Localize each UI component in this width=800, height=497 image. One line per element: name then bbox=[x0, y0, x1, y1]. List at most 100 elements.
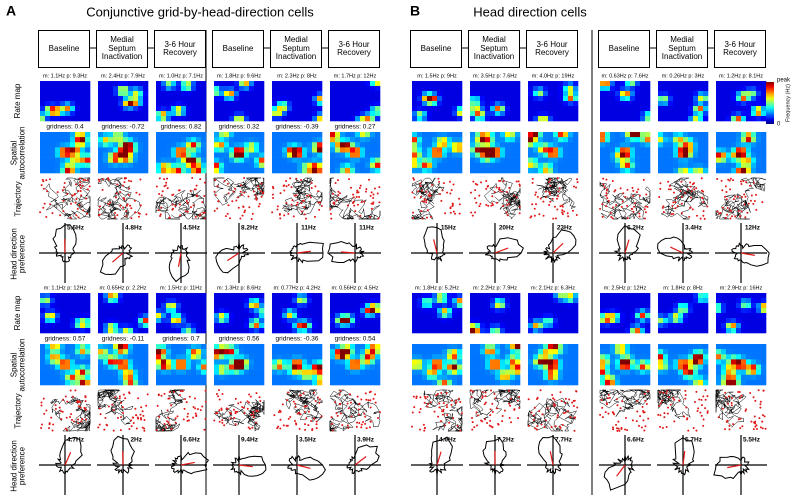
heat-pixel bbox=[688, 328, 693, 333]
spike bbox=[729, 209, 731, 211]
heat-pixel bbox=[239, 375, 244, 380]
heat-pixel bbox=[113, 168, 118, 173]
heat-pixel bbox=[75, 111, 80, 116]
heat-pixel bbox=[123, 318, 128, 323]
heat-pixel bbox=[427, 91, 432, 96]
heat-pixel bbox=[716, 116, 721, 121]
heat-pixel bbox=[80, 153, 85, 158]
spike bbox=[77, 422, 79, 424]
spike bbox=[62, 200, 64, 202]
heat-pixel bbox=[186, 318, 191, 323]
heat-pixel bbox=[259, 153, 264, 158]
heat-pixel bbox=[360, 147, 365, 152]
hd-peak: 3.5Hz bbox=[299, 437, 317, 444]
heat-pixel bbox=[568, 375, 573, 380]
spike bbox=[556, 416, 558, 418]
heat-pixel bbox=[703, 158, 708, 163]
spike bbox=[314, 185, 316, 187]
heat-pixel bbox=[85, 370, 90, 375]
heat-pixel bbox=[345, 298, 350, 303]
heat-pixel bbox=[254, 101, 259, 106]
heat-pixel bbox=[234, 158, 239, 163]
heat-pixel bbox=[365, 91, 370, 96]
heat-pixel bbox=[191, 365, 196, 370]
heat-pixel bbox=[55, 323, 60, 328]
spike bbox=[461, 412, 463, 414]
heat-pixel bbox=[161, 137, 166, 142]
heat-pixel bbox=[40, 313, 45, 318]
heat-pixel bbox=[563, 137, 568, 142]
heat-pixel bbox=[703, 116, 708, 121]
spike bbox=[256, 392, 258, 394]
heat-pixel bbox=[485, 359, 490, 364]
heat-pixel bbox=[610, 303, 615, 308]
spike bbox=[550, 179, 552, 181]
heat-pixel bbox=[128, 147, 133, 152]
heat-pixel bbox=[55, 147, 60, 152]
heat-pixel bbox=[538, 323, 543, 328]
heat-pixel bbox=[558, 318, 563, 323]
spike bbox=[622, 201, 624, 203]
heat-pixel bbox=[297, 375, 302, 380]
heat-pixel bbox=[302, 116, 307, 121]
heat-pixel bbox=[272, 359, 277, 364]
spike bbox=[744, 216, 746, 218]
spike bbox=[558, 190, 560, 192]
heat-pixel bbox=[108, 116, 113, 121]
heat-pixel bbox=[668, 137, 673, 142]
heat-pixel bbox=[558, 168, 563, 173]
heat-pixel bbox=[259, 370, 264, 375]
heat-pixel bbox=[171, 375, 176, 380]
heat-pixel bbox=[98, 293, 103, 298]
heat-pixel bbox=[249, 137, 254, 142]
heat-pixel bbox=[214, 328, 219, 333]
heat-pixel bbox=[244, 158, 249, 163]
heat-pixel bbox=[234, 147, 239, 152]
spike bbox=[478, 195, 480, 197]
heat-pixel bbox=[65, 91, 70, 96]
heat-pixel bbox=[678, 142, 683, 147]
heat-pixel bbox=[432, 313, 437, 318]
heat-pixel bbox=[166, 380, 171, 385]
heat-pixel bbox=[181, 328, 186, 333]
heat-pixel bbox=[716, 158, 721, 163]
heat-pixel bbox=[645, 111, 650, 116]
spike bbox=[361, 201, 363, 203]
heat-pixel bbox=[510, 375, 515, 380]
heat-pixel bbox=[721, 91, 726, 96]
heat-pixel bbox=[432, 303, 437, 308]
heat-pixel bbox=[500, 116, 505, 121]
spike bbox=[349, 393, 351, 395]
spike bbox=[350, 402, 352, 404]
spike bbox=[252, 411, 254, 413]
heat-pixel bbox=[746, 132, 751, 137]
heat-pixel bbox=[196, 349, 201, 354]
heat-pixel bbox=[625, 359, 630, 364]
heat-pixel bbox=[470, 81, 475, 86]
heat-pixel bbox=[417, 375, 422, 380]
spike bbox=[726, 198, 728, 200]
heat-pixel bbox=[113, 132, 118, 137]
heat-pixel bbox=[515, 380, 520, 385]
heat-pixel bbox=[259, 344, 264, 349]
spike bbox=[253, 414, 255, 416]
heat-pixel bbox=[80, 359, 85, 364]
heat-pixel bbox=[600, 323, 605, 328]
spike bbox=[117, 417, 119, 419]
heat-pixel bbox=[528, 101, 533, 106]
heat-pixel bbox=[736, 132, 741, 137]
spike bbox=[534, 215, 536, 217]
spike bbox=[538, 410, 540, 412]
heat-pixel bbox=[186, 153, 191, 158]
heat-pixel bbox=[630, 370, 635, 375]
heat-pixel bbox=[108, 158, 113, 163]
heat-pixel bbox=[186, 163, 191, 168]
spike bbox=[171, 428, 173, 430]
spike bbox=[136, 427, 138, 429]
heat-pixel bbox=[302, 375, 307, 380]
heat-pixel bbox=[128, 370, 133, 375]
heat-pixel bbox=[312, 106, 317, 111]
heat-pixel bbox=[128, 163, 133, 168]
heat-pixel bbox=[673, 328, 678, 333]
spike bbox=[602, 216, 604, 218]
